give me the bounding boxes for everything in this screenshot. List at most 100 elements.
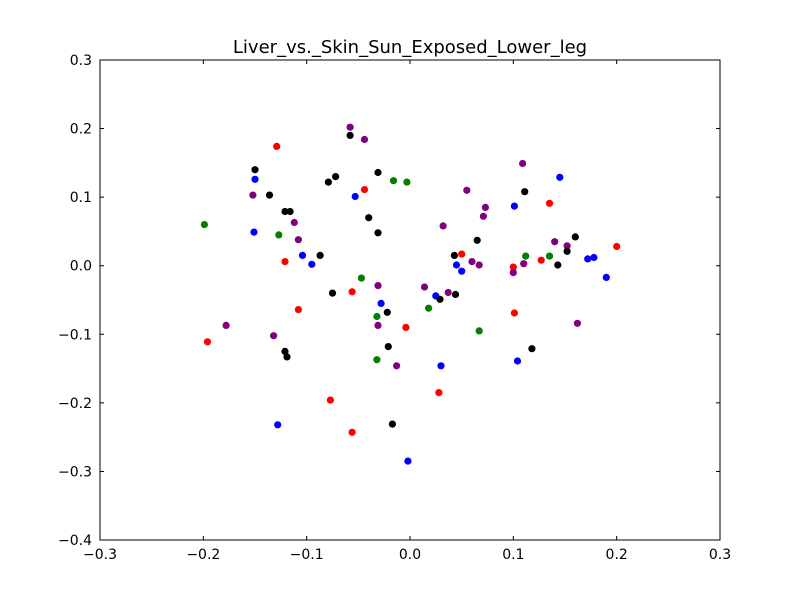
data-point <box>439 222 447 230</box>
data-point <box>374 321 382 329</box>
data-point <box>348 288 356 296</box>
chart-title: Liver_vs._Skin_Sun_Exposed_Lower_leg <box>233 37 587 58</box>
data-point <box>556 173 564 181</box>
data-point <box>351 192 359 201</box>
data-point <box>509 269 517 277</box>
data-point <box>563 247 571 255</box>
data-point <box>283 353 291 361</box>
data-point <box>458 250 466 258</box>
y-tick-label: −0.4 <box>58 533 92 549</box>
data-point <box>528 345 536 353</box>
data-point <box>554 261 562 269</box>
data-point <box>357 274 365 282</box>
y-tick-label: 0.0 <box>70 259 92 275</box>
data-point <box>435 389 443 397</box>
data-point <box>290 218 298 227</box>
data-point <box>324 178 332 186</box>
data-point <box>403 178 411 186</box>
data-point <box>571 233 579 241</box>
data-point <box>265 191 274 199</box>
data-point <box>281 207 289 216</box>
data-point <box>545 199 554 207</box>
data-point <box>298 251 307 259</box>
data-point <box>346 131 354 139</box>
data-point <box>590 253 598 262</box>
data-point <box>473 236 481 244</box>
data-point <box>563 242 571 250</box>
data-point <box>384 343 392 351</box>
data-point <box>425 304 433 312</box>
data-point <box>383 308 391 316</box>
data-point <box>444 288 452 297</box>
data-point <box>294 236 302 244</box>
data-point <box>200 221 208 229</box>
x-tick-label: −0.2 <box>186 547 220 563</box>
data-point <box>509 263 517 271</box>
data-point <box>458 267 466 275</box>
data-point <box>374 282 382 290</box>
x-tick-label: 0.2 <box>606 547 628 563</box>
x-tick-label: 0.1 <box>502 547 524 563</box>
data-point <box>286 207 294 216</box>
x-tick-label: 0.3 <box>709 547 731 563</box>
data-point <box>521 188 529 196</box>
data-point <box>308 260 316 268</box>
data-point <box>360 135 369 144</box>
data-point <box>274 421 282 429</box>
data-point <box>602 273 610 281</box>
data-point <box>437 362 445 370</box>
plot-area <box>100 60 720 540</box>
data-point <box>463 186 471 194</box>
data-point <box>545 252 554 260</box>
data-point <box>450 251 458 259</box>
data-point <box>537 256 545 264</box>
data-point <box>251 166 259 174</box>
data-point <box>420 283 429 291</box>
axis-ticks: −0.3 −0.2 −0.1 0.0 0.1 0.2 0.3−0.4−0.3−0.2−0.1… <box>58 53 731 563</box>
data-point <box>393 362 401 370</box>
data-point <box>374 168 382 177</box>
data-point <box>346 123 354 131</box>
data-point <box>251 175 259 183</box>
data-point <box>326 396 334 404</box>
y-tick-label: −0.1 <box>58 327 92 343</box>
data-point <box>468 258 476 266</box>
data-point <box>275 231 283 239</box>
data-point <box>281 258 289 266</box>
data-point <box>402 323 410 331</box>
data-point <box>522 252 530 260</box>
data-point <box>360 186 369 194</box>
data-point <box>475 327 483 335</box>
data-point <box>388 420 396 428</box>
x-tick-label: −0.1 <box>290 547 324 563</box>
data-point <box>551 238 559 246</box>
data-point <box>222 321 230 329</box>
data-point <box>273 142 281 150</box>
data-point <box>584 255 592 263</box>
data-point <box>270 332 278 340</box>
data-points <box>200 123 621 465</box>
plot-frame <box>99 59 721 541</box>
y-tick-label: 0.3 <box>70 53 92 69</box>
data-point <box>203 338 212 346</box>
data-point <box>510 202 518 210</box>
data-point <box>613 242 621 251</box>
data-point <box>316 251 324 259</box>
data-point <box>249 191 257 199</box>
data-point <box>475 261 483 269</box>
data-point <box>513 357 522 365</box>
data-point <box>328 289 337 297</box>
data-point <box>294 306 302 314</box>
data-point <box>479 212 487 220</box>
data-point <box>250 228 258 236</box>
data-point <box>373 356 381 364</box>
y-tick-label: −0.2 <box>58 396 92 412</box>
data-point <box>348 428 356 436</box>
y-tick-label: −0.3 <box>58 464 92 480</box>
data-point <box>573 319 582 327</box>
data-point <box>452 261 461 269</box>
data-point <box>365 214 373 222</box>
y-tick-label: 0.2 <box>70 122 92 138</box>
x-tick-label: 0.0 <box>399 547 421 563</box>
